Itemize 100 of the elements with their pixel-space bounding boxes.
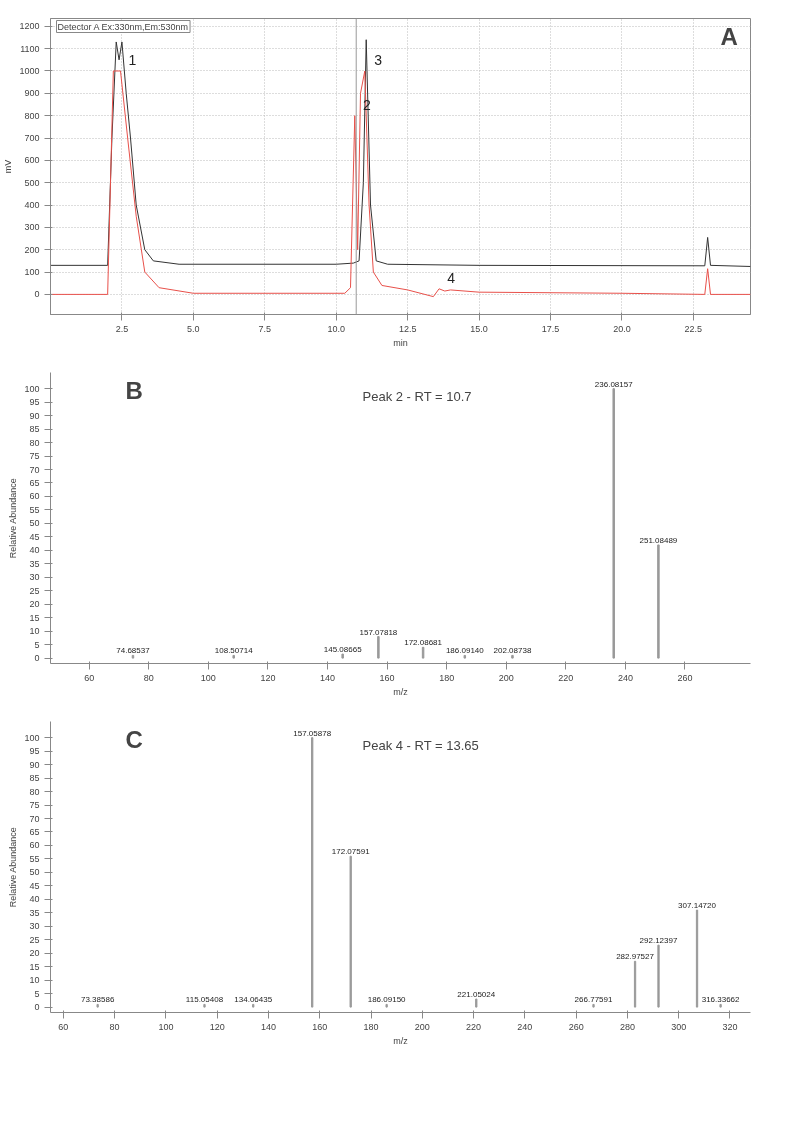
- annotation: 202.08738: [493, 646, 532, 656]
- y-tick-label: 0: [34, 289, 40, 300]
- y-axis-title: Relative Abundance: [8, 827, 19, 908]
- y-tick-label: 300: [24, 222, 40, 233]
- x-tick-label: 100: [158, 1021, 174, 1032]
- x-tick-label: 220: [466, 1021, 482, 1032]
- y-tick-label: 90: [29, 410, 40, 421]
- y-tick-label: 65: [29, 826, 40, 837]
- y-axis-title: Relative Abundance: [8, 478, 19, 559]
- x-tick-label: 320: [722, 1021, 738, 1032]
- y-tick-label: 35: [29, 558, 40, 569]
- y-tick-label: 55: [29, 504, 40, 515]
- annotation: 236.08157: [594, 379, 634, 389]
- y-tick-label: 15: [29, 612, 40, 623]
- x-tick-label: 280: [619, 1021, 635, 1032]
- chart-title: B: [125, 376, 143, 404]
- y-tick-label: 65: [29, 477, 40, 488]
- annotation: 74.68537: [116, 646, 151, 656]
- x-tick-label: 22.5: [684, 323, 703, 334]
- chart-title: C: [125, 725, 143, 753]
- x-axis-title: m/z: [393, 1035, 409, 1046]
- annotation: 157.07818: [359, 627, 398, 637]
- x-tick-label: 160: [312, 1021, 328, 1032]
- y-tick-label: 500: [24, 177, 40, 188]
- y-tick-label: 700: [24, 133, 40, 144]
- annotation: Detector A Ex:330nm,Em:530nm: [57, 21, 189, 32]
- y-tick-label: 1100: [20, 43, 40, 54]
- x-tick-label: 240: [517, 1021, 533, 1032]
- x-tick-label: 120: [260, 672, 276, 683]
- x-tick-label: 120: [209, 1021, 225, 1032]
- y-tick-label: 90: [29, 759, 40, 770]
- y-tick-label: 30: [29, 921, 40, 932]
- y-tick-label: 70: [29, 813, 40, 824]
- x-tick-label: 180: [439, 672, 455, 683]
- y-tick-label: 80: [29, 786, 40, 797]
- annotation: 3: [374, 52, 383, 68]
- annotation: 186.09140: [445, 646, 485, 656]
- x-tick-label: 300: [671, 1021, 687, 1032]
- y-tick-label: 20: [29, 948, 40, 959]
- annotation: 145.08665: [323, 645, 363, 655]
- annotation: 172.07591: [331, 847, 371, 857]
- annotation: 282.97527: [616, 952, 655, 962]
- x-tick-label: 20.0: [613, 323, 631, 334]
- y-tick-label: 100: [24, 267, 40, 278]
- y-axis-title: mV: [3, 159, 14, 174]
- y-tick-label: 0: [34, 1002, 40, 1013]
- y-tick-label: 45: [29, 880, 40, 891]
- y-tick-label: 10: [29, 975, 40, 986]
- y-tick-label: 25: [29, 585, 40, 596]
- annotation: 172.08681: [404, 638, 443, 648]
- x-tick-label: 7.5: [258, 323, 272, 334]
- x-tick-label: 200: [498, 672, 514, 683]
- y-tick-label: 100: [24, 383, 40, 394]
- annotation: 108.50714: [214, 646, 254, 656]
- line-series: [50, 70, 751, 298]
- annotation: 115.05408: [185, 995, 224, 1005]
- y-tick-label: 60: [29, 491, 40, 502]
- y-tick-label: 25: [29, 934, 40, 945]
- y-tick-label: 200: [24, 244, 40, 255]
- x-tick-label: 80: [143, 672, 154, 683]
- annotation: 1: [128, 52, 137, 68]
- y-tick-label: 85: [29, 773, 40, 784]
- y-tick-label: 70: [29, 464, 40, 475]
- x-tick-label: 2.5: [115, 323, 129, 334]
- y-tick-label: 50: [29, 867, 40, 878]
- y-tick-label: 20: [29, 599, 40, 610]
- y-tick-label: 600: [24, 155, 40, 166]
- y-tick-label: 35: [29, 907, 40, 918]
- y-tick-label: 900: [24, 88, 40, 99]
- y-tick-label: 95: [29, 746, 40, 757]
- annotation: 186.09150: [367, 995, 407, 1005]
- y-tick-label: 40: [29, 545, 40, 556]
- x-tick-label: 180: [363, 1021, 379, 1032]
- y-tick-label: 1000: [19, 66, 40, 76]
- x-tick-label: 60: [58, 1021, 69, 1032]
- x-tick-label: 60: [84, 672, 95, 683]
- y-tick-label: 55: [29, 853, 40, 864]
- y-tick-label: 75: [29, 451, 40, 462]
- y-tick-label: 50: [29, 518, 40, 529]
- chart-title: A: [720, 22, 738, 50]
- x-axis-title: min: [393, 337, 408, 348]
- annotation: 292.12397: [639, 936, 678, 946]
- x-tick-label: 260: [568, 1021, 584, 1032]
- x-tick-label: 12.5: [398, 323, 417, 334]
- y-tick-label: 1200: [19, 21, 40, 32]
- x-tick-label: 260: [677, 672, 693, 683]
- y-tick-label: 85: [29, 424, 40, 435]
- x-tick-label: 10.0: [327, 323, 345, 334]
- y-tick-label: 5: [34, 988, 40, 999]
- y-tick-label: 75: [29, 800, 40, 811]
- annotation: 2: [362, 96, 371, 113]
- x-tick-label: 5.0: [187, 323, 200, 334]
- annotation: 134.06435: [234, 995, 273, 1005]
- y-tick-label: 10: [29, 626, 40, 637]
- y-tick-label: 95: [29, 397, 40, 408]
- annotation: 221.05024: [457, 990, 496, 1000]
- y-tick-label: 100: [24, 732, 40, 743]
- x-axis-title: m/z: [393, 686, 409, 697]
- annotation: 307.14720: [678, 901, 717, 911]
- y-tick-label: 0: [34, 653, 40, 664]
